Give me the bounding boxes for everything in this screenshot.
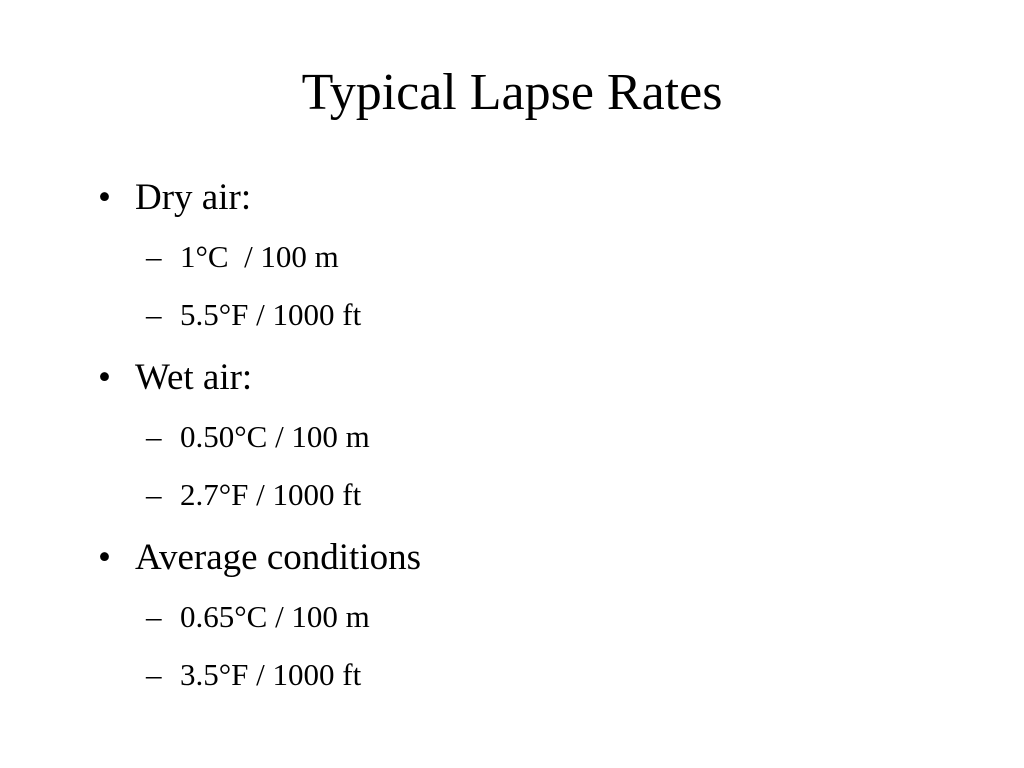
bullet: • bbox=[98, 537, 111, 578]
sub-bullet-text: 1°C / 100 m bbox=[180, 239, 339, 274]
dash: – bbox=[146, 239, 162, 274]
sub-bullet-text: 2.7°F / 1000 ft bbox=[180, 477, 362, 512]
bullet: • bbox=[98, 177, 111, 218]
sub-bullet-text: 0.65°C / 100 m bbox=[180, 599, 370, 634]
sub-bullet-text: 3.5°F / 1000 ft bbox=[180, 657, 362, 692]
sub-bullet-text: 5.5°F / 1000 ft bbox=[180, 297, 362, 332]
bullet-text: Average conditions bbox=[135, 537, 421, 578]
sub-bullet-text: 0.50°C / 100 m bbox=[180, 419, 370, 454]
dash: – bbox=[146, 297, 162, 332]
dash: – bbox=[146, 419, 162, 454]
bullet: • bbox=[98, 357, 111, 398]
slide-title: Typical Lapse Rates bbox=[301, 64, 723, 121]
dash: – bbox=[146, 657, 162, 692]
bullet-text: Dry air: bbox=[135, 177, 252, 218]
dash: – bbox=[146, 477, 162, 512]
dash: – bbox=[146, 599, 162, 634]
bullet-text: Wet air: bbox=[135, 357, 253, 398]
